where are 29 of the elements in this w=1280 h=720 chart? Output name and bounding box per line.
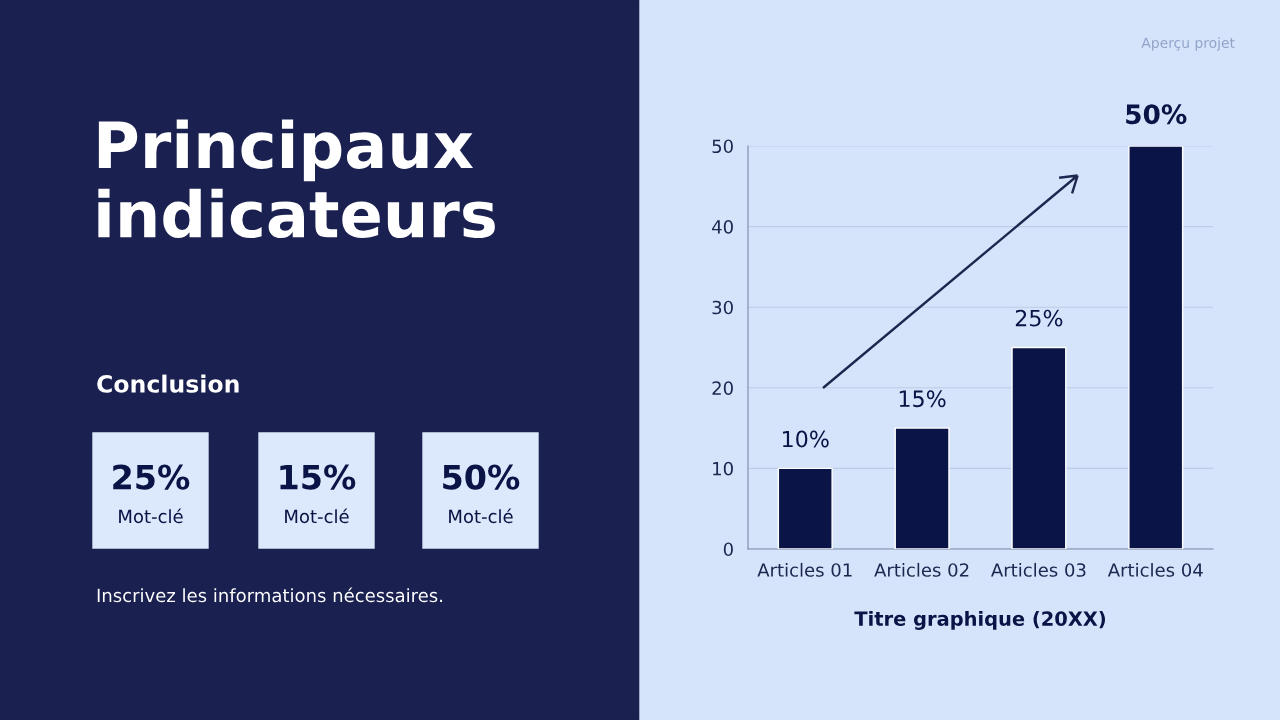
data-label: 50% xyxy=(1126,104,1187,125)
text: Conclusion xyxy=(97,374,239,393)
bar xyxy=(777,467,833,549)
text: Mot-clé xyxy=(285,508,349,524)
text: 25% xyxy=(113,464,190,490)
text: Principaux indicateurs xyxy=(98,119,495,239)
text: 15% xyxy=(280,464,356,490)
data-label: 25% xyxy=(1015,309,1063,327)
y-tick-label: 50 xyxy=(712,139,733,154)
x-axis-title: Titre graphique (20XX) xyxy=(854,610,1106,630)
text: Mot-clé xyxy=(119,508,183,524)
x-tick-label: Articles 04 xyxy=(1107,562,1203,577)
bar xyxy=(1011,346,1067,549)
x-tick-label: Articles 03 xyxy=(991,562,1086,577)
y-tick-label: 40 xyxy=(712,220,733,234)
data-label: 15% xyxy=(899,390,946,408)
y-tick-label: 30 xyxy=(712,300,733,315)
y-tick-label: 20 xyxy=(712,381,733,395)
text: 50% xyxy=(443,464,520,490)
data-label: 10% xyxy=(782,430,829,448)
bar xyxy=(894,427,950,549)
text: Mot-clé xyxy=(449,508,513,524)
y-tick-label: 10 xyxy=(713,461,733,476)
y-tick-label: 0 xyxy=(723,542,733,557)
x-tick-label: Articles 01 xyxy=(757,562,852,577)
text: Aperçu projet xyxy=(1141,37,1235,51)
x-tick-label: Articles 02 xyxy=(874,562,969,577)
text: Inscrivez les informations nécessaires. xyxy=(97,587,442,603)
bar xyxy=(1128,146,1184,549)
